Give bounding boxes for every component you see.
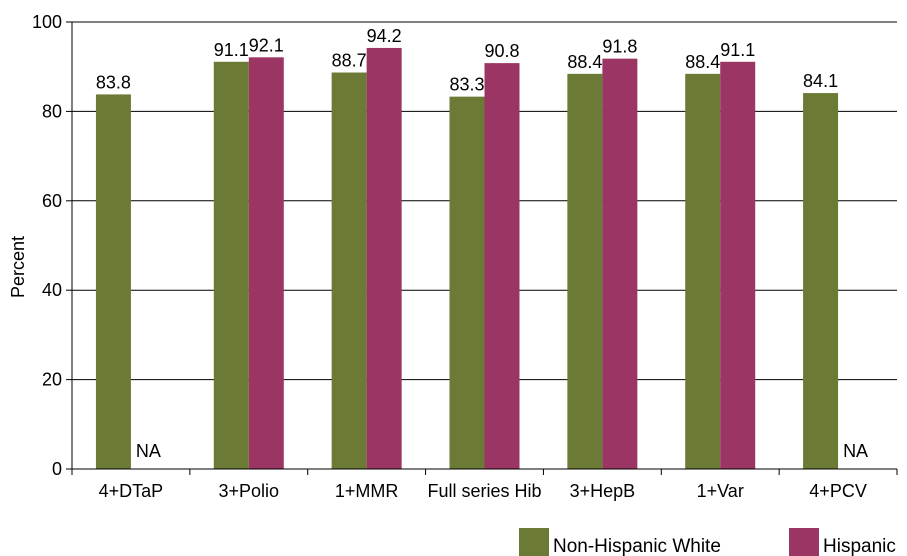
y-axis-title: Percent — [8, 236, 28, 298]
y-tick-label: 100 — [32, 12, 62, 32]
legend-label: Hispanic — [823, 536, 896, 556]
na-label: NA — [136, 441, 161, 461]
x-category-label: 4+DTaP — [99, 481, 164, 501]
bar-hispanic — [720, 61, 756, 470]
data-label: 92.1 — [249, 35, 284, 55]
data-label: 88.4 — [567, 52, 602, 72]
y-tick-label: 0 — [52, 459, 62, 479]
bar-non-hispanic-white — [567, 73, 603, 470]
bar-non-hispanic-white — [803, 93, 839, 469]
x-category-label: 4+PCV — [809, 481, 867, 501]
x-category-label: 1+MMR — [335, 481, 399, 501]
legend-swatch — [789, 528, 819, 556]
x-category-label: 3+HepB — [570, 481, 636, 501]
data-label: 88.7 — [332, 51, 367, 71]
legend-label: Non-Hispanic White — [553, 536, 721, 556]
x-category-label: 3+Polio — [219, 481, 280, 501]
x-category-label: 1+Var — [697, 481, 744, 501]
y-axis-ticks: 0 20 40 60 80 100 — [32, 12, 72, 479]
data-label: 91.1 — [214, 40, 249, 60]
bar-non-hispanic-white — [331, 72, 367, 470]
bar-hispanic — [484, 63, 520, 470]
data-label: 90.8 — [484, 41, 519, 61]
bar-hispanic — [602, 58, 638, 470]
na-label: NA — [843, 441, 868, 461]
bar-non-hispanic-white — [449, 96, 485, 470]
axes — [71, 22, 898, 475]
bar-hispanic — [248, 57, 284, 470]
x-axis-labels: 4+DTaP 3+Polio 1+MMR Full series Hib 3+HepB 1… — [99, 481, 867, 501]
y-tick-label: 20 — [42, 370, 62, 390]
y-tick-label: 60 — [42, 191, 62, 211]
y-tick-label: 80 — [42, 101, 62, 121]
bar-hispanic — [366, 47, 402, 470]
legend: Non-Hispanic White Hispanic — [519, 528, 896, 556]
bar-non-hispanic-white — [213, 61, 249, 470]
bar-non-hispanic-white — [685, 73, 721, 470]
data-label: 83.8 — [96, 72, 131, 92]
bars — [95, 47, 839, 470]
bar-non-hispanic-white — [95, 94, 131, 469]
data-label: 94.2 — [367, 26, 402, 46]
data-label: 83.3 — [449, 75, 484, 95]
y-tick-label: 40 — [42, 280, 62, 300]
x-category-label: Full series Hib — [427, 481, 541, 501]
data-label: 84.1 — [803, 71, 838, 91]
data-label: 91.8 — [602, 37, 637, 57]
legend-swatch — [519, 528, 549, 556]
data-label: 88.4 — [685, 52, 720, 72]
data-label: 91.1 — [720, 40, 755, 60]
